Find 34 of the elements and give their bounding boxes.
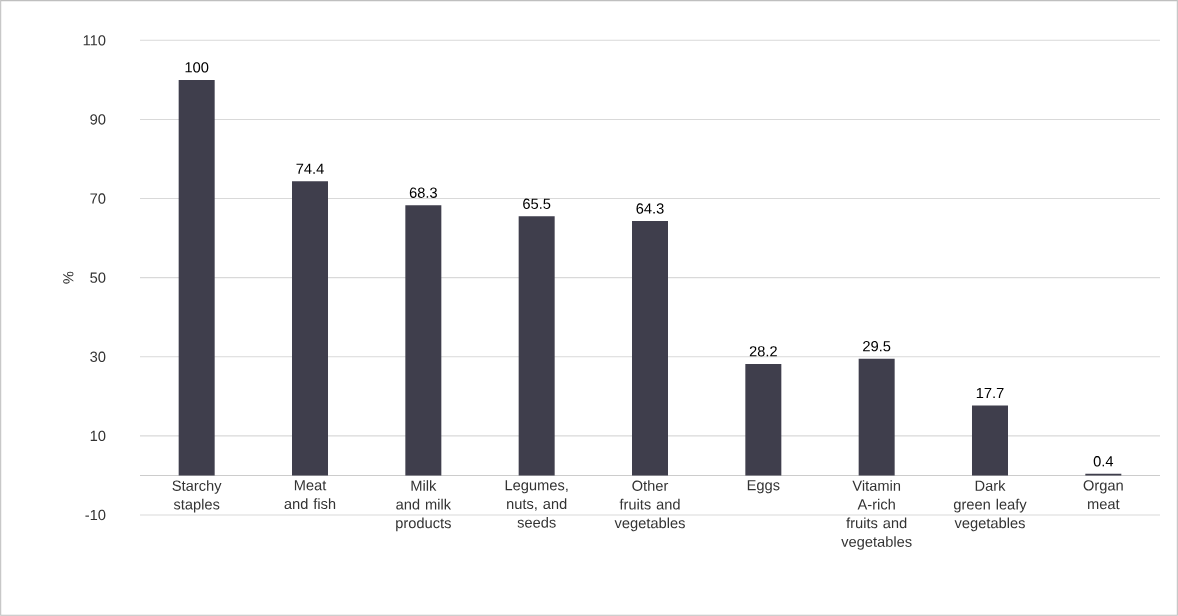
x-tick-label: Vitamin A-rich fruits and vegetables <box>841 480 912 550</box>
y-tick-label: 10 <box>90 430 106 442</box>
y-tick-label: 90 <box>90 114 106 125</box>
y-tick-label: 70 <box>90 193 106 204</box>
x-tick-label: Eggs <box>747 480 780 494</box>
x-tick-label: Dark green leafy vegetables <box>953 480 1027 532</box>
data-label: 28.2 <box>749 346 777 357</box>
data-label: 0.4 <box>1093 456 1114 467</box>
bar <box>405 205 442 476</box>
bar <box>745 363 782 476</box>
y-tick-label: -10 <box>85 509 106 521</box>
data-label: 74.4 <box>296 163 324 174</box>
data-label: 100 <box>185 62 209 73</box>
data-label: 64.3 <box>636 203 664 214</box>
bar <box>178 79 215 476</box>
x-tick-label: Legumes, nuts, and seeds <box>505 480 568 528</box>
bar <box>292 181 329 476</box>
data-label: 17.7 <box>976 387 1004 399</box>
x-tick-label: Organ meat <box>1083 480 1123 510</box>
y-tick-label: 30 <box>90 351 106 362</box>
data-label: 65.5 <box>523 198 551 209</box>
bar <box>518 216 555 476</box>
bar <box>858 358 895 476</box>
y-axis-title: % <box>63 271 74 284</box>
bar <box>971 405 1008 476</box>
bar <box>632 221 668 476</box>
x-tick-label: Meat and fish <box>284 480 336 510</box>
y-tick-label: 50 <box>90 272 106 283</box>
x-tick-label: Other fruits and vegetables <box>614 480 685 532</box>
data-label: 29.5 <box>863 341 891 352</box>
x-tick-label: Milk and milk products <box>396 480 452 532</box>
data-label: 68.3 <box>409 187 437 198</box>
y-tick-label: 110 <box>83 35 106 46</box>
x-tick-label: Starchy staples <box>172 480 222 513</box>
